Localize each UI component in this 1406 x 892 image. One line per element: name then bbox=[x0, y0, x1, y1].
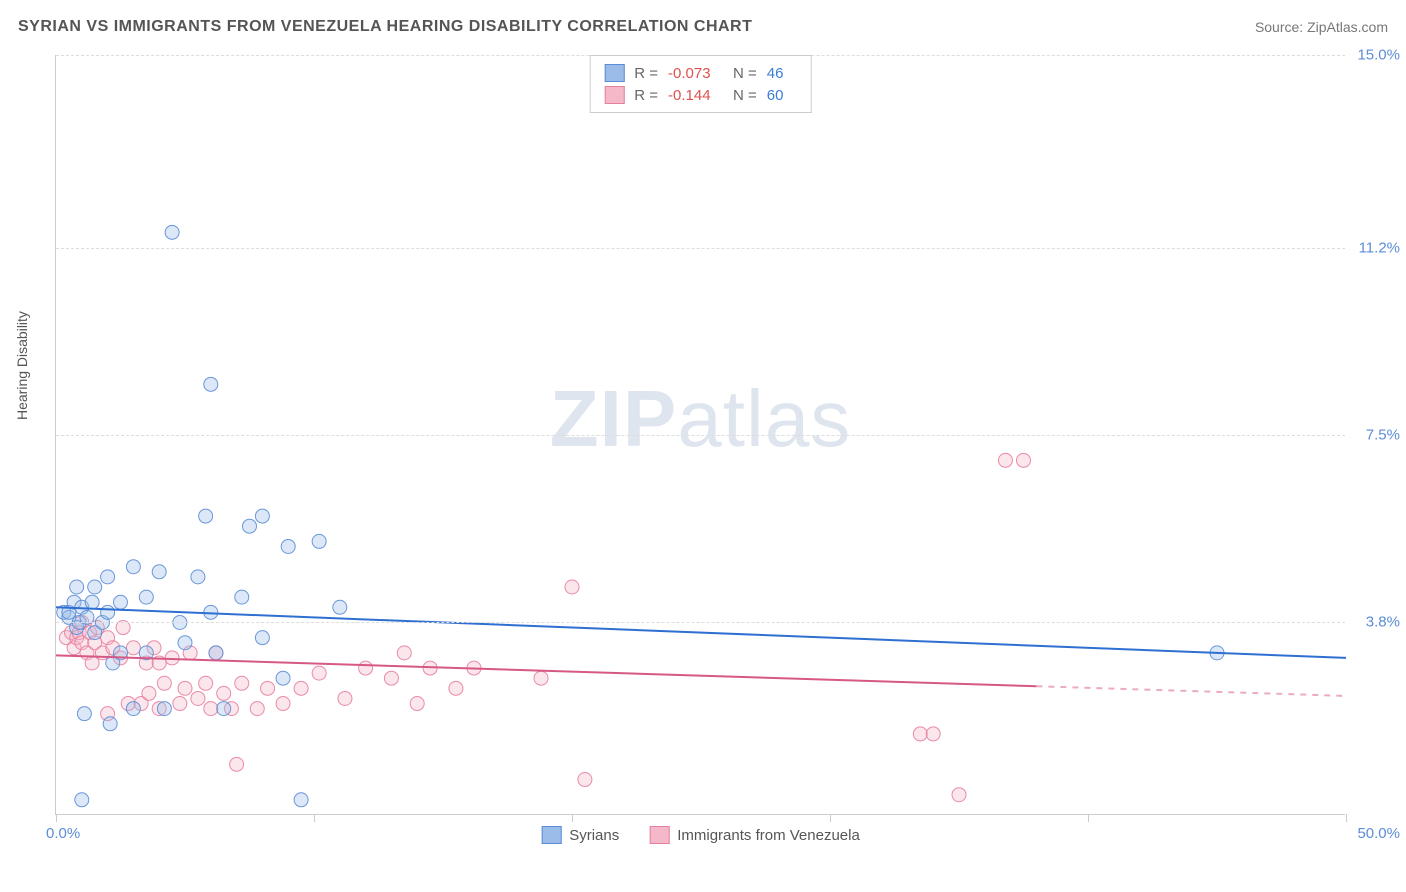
data-point bbox=[952, 788, 966, 802]
data-point bbox=[261, 681, 275, 695]
y-tick-label: 3.8% bbox=[1366, 614, 1400, 631]
data-point bbox=[294, 793, 308, 807]
data-point bbox=[235, 590, 249, 604]
n-value-venezuela: 60 bbox=[767, 87, 797, 104]
data-point bbox=[250, 702, 264, 716]
data-point bbox=[255, 509, 269, 523]
data-point bbox=[926, 727, 940, 741]
legend-item-venezuela: Immigrants from Venezuela bbox=[649, 826, 860, 844]
data-point bbox=[85, 656, 99, 670]
r-value-venezuela: -0.144 bbox=[668, 87, 723, 104]
data-point bbox=[209, 646, 223, 660]
x-tick bbox=[572, 814, 573, 822]
data-point bbox=[565, 580, 579, 594]
x-tick bbox=[56, 814, 57, 822]
chart-title: SYRIAN VS IMMIGRANTS FROM VENEZUELA HEAR… bbox=[18, 18, 752, 36]
legend-swatch-venezuela bbox=[649, 826, 669, 844]
data-point bbox=[359, 661, 373, 675]
data-point bbox=[998, 453, 1012, 467]
data-point bbox=[165, 225, 179, 239]
data-point bbox=[157, 702, 171, 716]
n-value-syrians: 46 bbox=[767, 65, 797, 82]
r-value-syrians: -0.073 bbox=[668, 65, 723, 82]
stats-legend: R = -0.073 N = 46 R = -0.144 N = 60 bbox=[589, 55, 812, 113]
data-point bbox=[276, 697, 290, 711]
data-point bbox=[294, 681, 308, 695]
data-point bbox=[913, 727, 927, 741]
data-point bbox=[230, 757, 244, 771]
data-point bbox=[142, 686, 156, 700]
x-tick bbox=[830, 814, 831, 822]
data-point bbox=[173, 697, 187, 711]
data-point bbox=[1017, 453, 1031, 467]
data-point bbox=[312, 534, 326, 548]
y-tick-label: 7.5% bbox=[1366, 427, 1400, 444]
x-axis-max-label: 50.0% bbox=[1357, 825, 1400, 842]
x-axis-min-label: 0.0% bbox=[46, 825, 80, 842]
data-point bbox=[178, 681, 192, 695]
source-attribution: Source: ZipAtlas.com bbox=[1255, 19, 1388, 35]
data-point bbox=[157, 676, 171, 690]
swatch-syrians bbox=[604, 64, 624, 82]
data-point bbox=[191, 691, 205, 705]
data-point bbox=[139, 590, 153, 604]
data-point bbox=[281, 539, 295, 553]
y-axis-label: Hearing Disability bbox=[14, 311, 30, 420]
stats-row-syrians: R = -0.073 N = 46 bbox=[604, 62, 797, 84]
data-point bbox=[204, 377, 218, 391]
data-point bbox=[199, 509, 213, 523]
data-point bbox=[126, 641, 140, 655]
data-point bbox=[384, 671, 398, 685]
data-point bbox=[114, 595, 128, 609]
data-point bbox=[77, 707, 91, 721]
data-point bbox=[312, 666, 326, 680]
data-point bbox=[235, 676, 249, 690]
data-point bbox=[126, 702, 140, 716]
data-point bbox=[243, 519, 257, 533]
data-point bbox=[103, 717, 117, 731]
data-point bbox=[255, 631, 269, 645]
chart-plot-area: ZIPatlas R = -0.073 N = 46 R = -0.144 N … bbox=[55, 55, 1345, 815]
data-point bbox=[217, 702, 231, 716]
gridline bbox=[56, 248, 1345, 249]
data-point bbox=[333, 600, 347, 614]
data-point bbox=[449, 681, 463, 695]
data-point bbox=[70, 580, 84, 594]
legend-item-syrians: Syrians bbox=[541, 826, 619, 844]
data-point bbox=[410, 697, 424, 711]
data-point bbox=[217, 686, 231, 700]
data-point bbox=[204, 702, 218, 716]
y-tick-label: 11.2% bbox=[1359, 239, 1400, 256]
data-point bbox=[276, 671, 290, 685]
stats-row-venezuela: R = -0.144 N = 60 bbox=[604, 84, 797, 106]
x-tick bbox=[1346, 814, 1347, 822]
data-point bbox=[534, 671, 548, 685]
gridline bbox=[56, 622, 1345, 623]
x-tick bbox=[314, 814, 315, 822]
data-point bbox=[338, 691, 352, 705]
data-point bbox=[101, 605, 115, 619]
data-point bbox=[191, 570, 205, 584]
y-tick-label: 15.0% bbox=[1357, 47, 1400, 64]
trend-line-extrapolated bbox=[1036, 686, 1346, 696]
x-tick bbox=[1088, 814, 1089, 822]
data-point bbox=[397, 646, 411, 660]
trend-line bbox=[56, 607, 1346, 658]
data-point bbox=[152, 565, 166, 579]
data-point bbox=[578, 773, 592, 787]
gridline bbox=[56, 435, 1345, 436]
data-point bbox=[75, 793, 89, 807]
data-point bbox=[126, 560, 140, 574]
data-point bbox=[88, 580, 102, 594]
bottom-legend: Syrians Immigrants from Venezuela bbox=[541, 826, 860, 844]
data-point bbox=[178, 636, 192, 650]
swatch-venezuela bbox=[604, 86, 624, 104]
data-point bbox=[199, 676, 213, 690]
data-point bbox=[101, 570, 115, 584]
data-point bbox=[85, 595, 99, 609]
legend-swatch-syrians bbox=[541, 826, 561, 844]
